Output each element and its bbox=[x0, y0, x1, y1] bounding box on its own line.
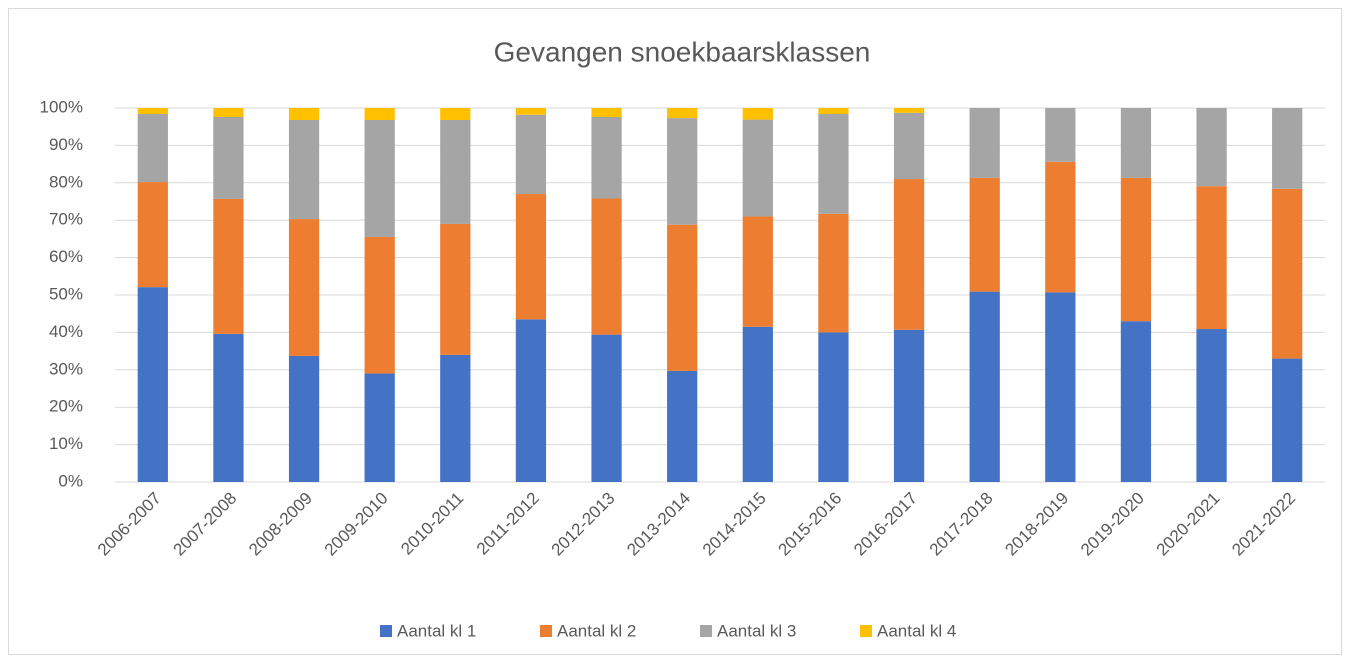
bar-segment bbox=[515, 194, 547, 320]
bar-segment bbox=[742, 108, 773, 120]
bar-segment bbox=[440, 354, 471, 482]
bar-segment bbox=[440, 108, 471, 120]
bar-segment bbox=[667, 224, 698, 371]
bar-segment bbox=[440, 223, 471, 355]
y-tick-label: 80% bbox=[49, 172, 83, 191]
bar-segment bbox=[364, 108, 395, 120]
bar-segment bbox=[1120, 177, 1152, 322]
bar-segment bbox=[364, 119, 395, 238]
y-tick-label: 30% bbox=[49, 359, 83, 378]
bar-segment bbox=[1272, 188, 1303, 359]
bar-segment bbox=[515, 319, 547, 482]
bar-segment bbox=[591, 334, 622, 482]
bar-segment bbox=[667, 118, 698, 225]
bar-segment bbox=[742, 326, 773, 482]
bar-segment bbox=[1045, 161, 1076, 293]
bar-segment bbox=[288, 119, 320, 220]
bar-segment bbox=[1272, 358, 1303, 482]
bar-segment bbox=[893, 108, 925, 113]
legend-label: Aantal kl 1 bbox=[397, 621, 476, 640]
bar-segment bbox=[1045, 108, 1076, 162]
bar-segment bbox=[515, 114, 547, 195]
bar-segment bbox=[667, 370, 698, 482]
bar-segment bbox=[591, 108, 622, 117]
bar-segment bbox=[137, 182, 168, 288]
bar-segment bbox=[1272, 108, 1303, 189]
bar-segment bbox=[137, 287, 168, 482]
bar-segment bbox=[818, 113, 849, 214]
bar-segment bbox=[515, 108, 547, 115]
bar-segment bbox=[591, 198, 622, 335]
bar-segment bbox=[591, 116, 622, 199]
bar-segment bbox=[137, 113, 168, 183]
legend-swatch bbox=[540, 625, 552, 637]
bar-segment bbox=[893, 112, 925, 180]
bar-segment bbox=[893, 179, 925, 330]
bar-segment bbox=[1196, 186, 1227, 330]
legend-swatch bbox=[860, 625, 872, 637]
y-tick-label: 60% bbox=[49, 247, 83, 266]
bar-segment bbox=[1196, 108, 1227, 187]
bar-segment bbox=[742, 216, 773, 327]
bar-segment bbox=[818, 213, 849, 333]
bar-segment bbox=[969, 291, 1000, 482]
bar-segment bbox=[1196, 329, 1227, 482]
y-tick-label: 0% bbox=[58, 471, 83, 490]
y-tick-label: 100% bbox=[40, 97, 83, 116]
bar-segment bbox=[364, 373, 395, 482]
y-tick-label: 40% bbox=[49, 322, 83, 341]
legend-swatch bbox=[380, 625, 392, 637]
bar-segment bbox=[137, 108, 168, 114]
bar-segment bbox=[288, 108, 320, 120]
y-tick-label: 50% bbox=[49, 284, 83, 303]
bar-segment bbox=[213, 333, 244, 482]
bar-segment bbox=[1045, 292, 1076, 482]
bar-segment bbox=[213, 116, 244, 199]
y-tick-label: 20% bbox=[49, 397, 83, 416]
legend-label: Aantal kl 2 bbox=[557, 621, 636, 640]
bar-segment bbox=[1120, 108, 1152, 178]
y-tick-label: 10% bbox=[49, 434, 83, 453]
chart-title: Gevangen snoekbaarsklassen bbox=[494, 36, 871, 67]
bar-segment bbox=[969, 108, 1000, 178]
bar-segment bbox=[288, 355, 320, 482]
bar-segment bbox=[213, 198, 244, 334]
bar-segment bbox=[893, 329, 925, 482]
bar-segment bbox=[742, 119, 773, 217]
bar-segment bbox=[213, 108, 244, 117]
bar-segment bbox=[818, 332, 849, 482]
bar-segment bbox=[818, 108, 849, 114]
bar-segment bbox=[364, 237, 395, 374]
bar-segment bbox=[440, 119, 471, 224]
bar-segment bbox=[667, 108, 698, 119]
y-tick-label: 90% bbox=[49, 135, 83, 154]
bar-segment bbox=[1120, 321, 1152, 482]
bar-segment bbox=[969, 177, 1000, 292]
y-tick-label: 70% bbox=[49, 210, 83, 229]
legend-swatch bbox=[700, 625, 712, 637]
bar-segment bbox=[288, 219, 320, 356]
legend-label: Aantal kl 4 bbox=[877, 621, 956, 640]
legend-label: Aantal kl 3 bbox=[717, 621, 796, 640]
